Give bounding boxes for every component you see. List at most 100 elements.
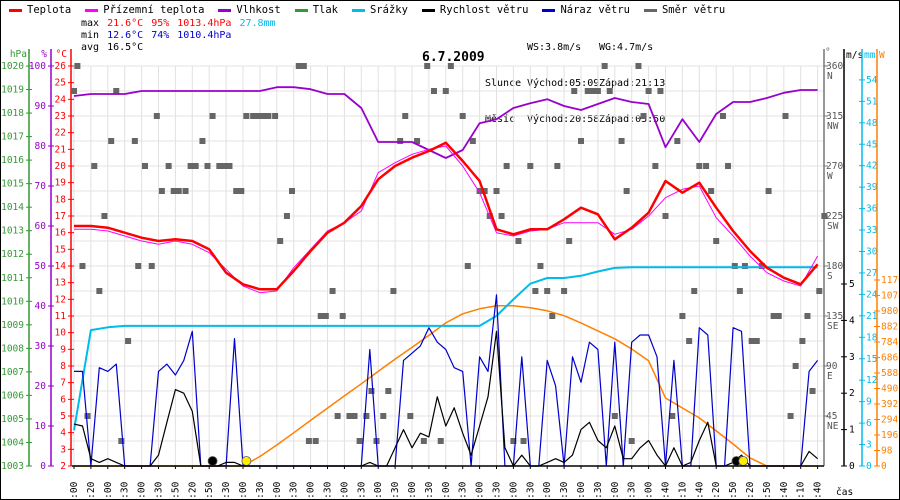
temperature-tick-label: 17	[55, 211, 66, 222]
solar-tick-label: 1078	[881, 291, 900, 302]
temperature-tick-label: 12	[55, 294, 66, 305]
legend-label: Tlak	[312, 4, 338, 16]
wind-direction-point	[503, 163, 510, 169]
x-tick-label: 13:30	[525, 481, 536, 500]
stats-label: avg	[81, 42, 100, 53]
wind-direction-point	[101, 213, 108, 219]
legend: Teplota Přízemní teplota Vlhkost Tlak Sr…	[9, 3, 739, 17]
temperature-tick-label: 25	[55, 78, 66, 89]
wind-direction-point	[182, 188, 189, 194]
wind-direction-point	[537, 263, 544, 269]
humidity-tick-label: 60	[35, 221, 47, 232]
wind-direction-point	[305, 438, 312, 444]
max-wind-gust: WG:4.7m/s	[599, 42, 654, 53]
pressure-tick-label: 1007	[1, 367, 24, 378]
wind-direction-point	[96, 288, 103, 294]
wind-direction-point	[476, 188, 483, 194]
legend-swatch	[643, 8, 657, 12]
wind-direction-point	[397, 138, 404, 144]
wind-direction-point	[628, 438, 635, 444]
wind-direction-point	[515, 238, 522, 244]
wind-direction-point	[255, 113, 262, 119]
temperature-axis-unit: °C	[56, 49, 67, 60]
legend-swatch	[9, 8, 22, 12]
pressure-tick-label: 1014	[1, 202, 24, 213]
wind-direction-point	[368, 388, 375, 394]
legend-swatch	[85, 8, 99, 12]
x-tick-label: 06:30	[289, 481, 300, 500]
wind-direction-point	[420, 438, 427, 444]
x-tick-label: 00:20	[86, 481, 97, 500]
temperature-tick-label: 8	[60, 361, 66, 372]
wind-direction-point	[566, 238, 573, 244]
humidity-tick-label: 50	[35, 261, 47, 272]
humidity-tick-label: 80	[35, 141, 47, 152]
wind-direction-point	[346, 413, 353, 419]
wind-direction-point	[199, 138, 206, 144]
wind-direction-point	[250, 113, 257, 119]
legend-item-wind-gust: Náraz větru	[542, 3, 630, 17]
x-tick-label: 22:40	[779, 481, 790, 500]
wind-direction-point	[437, 438, 444, 444]
wind-direction-point	[459, 113, 466, 119]
x-tick-label: 01:30	[120, 481, 131, 500]
wind-direction-point	[657, 88, 664, 94]
max-wind-speed: WS:3.8m/s	[527, 42, 582, 53]
wind-direction-point	[71, 88, 77, 94]
x-tick-label: 20:20	[711, 481, 722, 500]
pressure-tick-label: 1006	[1, 390, 24, 401]
legend-label: Směr větru	[661, 4, 726, 16]
wind-direction-point	[447, 63, 454, 69]
wind-tick-label: 5	[849, 279, 855, 290]
humidity-tick-label: 70	[35, 181, 47, 192]
wind-direction-point	[691, 288, 698, 294]
max-humidity: 95%	[151, 18, 170, 29]
legend-swatch	[351, 8, 365, 12]
solar-tick-label: 98	[881, 446, 893, 457]
wind-direction-point	[300, 63, 307, 69]
wind-direction-point	[322, 313, 329, 319]
wind-direction-point	[339, 313, 346, 319]
pressure-tick-label: 1004	[1, 437, 24, 448]
stats-label: min	[81, 30, 100, 41]
x-tick-label: 06:00	[272, 481, 283, 500]
x-tick-label: 07:30	[323, 481, 334, 500]
wind-direction-point	[669, 413, 676, 419]
wind-direction-point	[265, 113, 272, 119]
legend-label: Přízemní teplota	[103, 4, 205, 16]
x-tick-label: 07:00	[306, 481, 317, 500]
x-tick-label: 21:20	[745, 481, 756, 500]
wind-direction-point	[113, 88, 120, 94]
wind-direction-point	[175, 188, 182, 194]
humidity-axis-unit: %	[41, 49, 47, 60]
wind-direction-point	[578, 138, 584, 144]
solar-tick-label: 882	[881, 322, 898, 333]
wind-direction-point	[498, 213, 505, 219]
stats-min-row: min 12.6°C 74% 1010.4hPa	[81, 30, 284, 42]
temperature-tick-label: 19	[55, 178, 67, 189]
wind-tick-label: 0	[849, 461, 855, 472]
wind-direction-point	[674, 138, 681, 144]
solar-tick-label: 196	[881, 430, 898, 441]
wind-direction-point	[317, 313, 324, 319]
wind-direction-point	[758, 263, 765, 269]
temperature-tick-label: 7	[60, 378, 66, 389]
wind-direction-point	[295, 63, 302, 69]
wind-direction-point	[283, 213, 290, 219]
humidity-tick-label: 20	[35, 381, 47, 392]
legend-swatch	[294, 8, 308, 12]
solar-tick-label: 588	[881, 368, 898, 379]
pressure-tick-label: 1018	[1, 108, 24, 119]
x-tick-label: 23:10	[796, 481, 807, 500]
wind-direction-point	[131, 138, 138, 144]
wind-direction-point	[561, 288, 568, 294]
wind-direction-point	[736, 288, 743, 294]
rain-tick-label: 6	[866, 418, 872, 429]
wind-direction-point	[108, 138, 115, 144]
pressure-tick-label: 1016	[1, 155, 24, 166]
wind-direction-point	[165, 163, 172, 169]
wind-direction-point	[708, 188, 715, 194]
direction-tick-label: 315	[826, 111, 843, 122]
wind-direction-point	[782, 113, 789, 119]
